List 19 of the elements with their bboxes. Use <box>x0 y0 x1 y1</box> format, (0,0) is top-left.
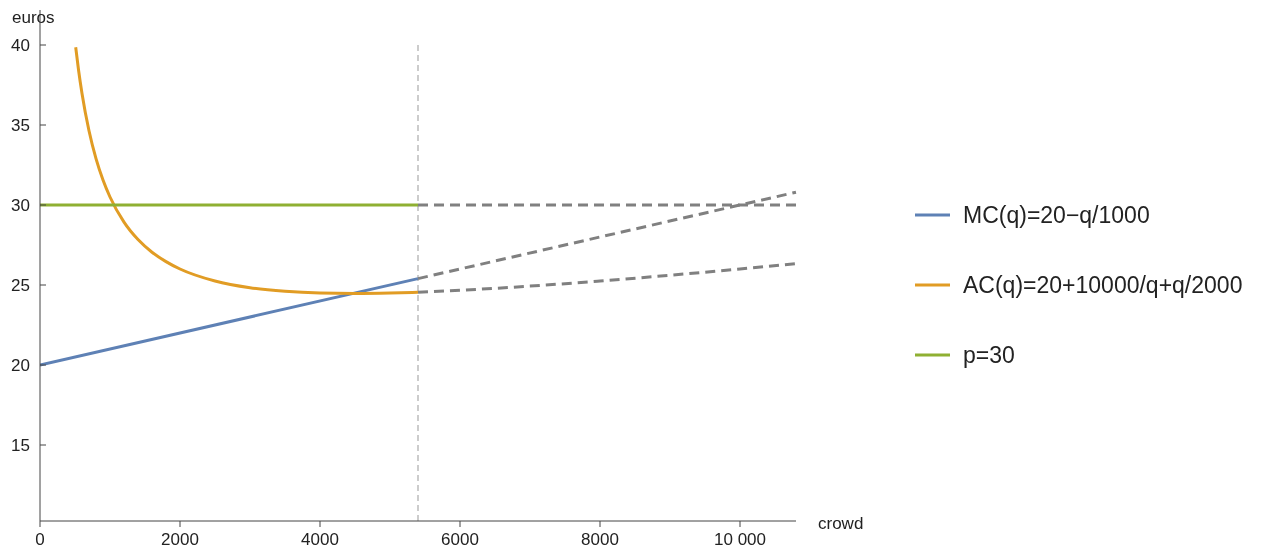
legend-label: MC(q)=20−q/1000 <box>963 202 1150 228</box>
line-series <box>74 45 420 295</box>
x-tick-label: 10 000 <box>714 530 766 549</box>
y-axis-title: euros <box>12 8 55 27</box>
y-tick-label: 20 <box>11 356 30 375</box>
x-tick-label: 0 <box>35 530 45 549</box>
y-tick-label: 30 <box>11 196 30 215</box>
y-tick-label: 15 <box>11 436 30 455</box>
y-tick-label: 35 <box>11 116 30 135</box>
y-tick-label: 40 <box>11 36 30 55</box>
x-tick-label: 2000 <box>161 530 199 549</box>
x-tick-label: 4000 <box>301 530 339 549</box>
line-series <box>416 262 798 294</box>
legend-label: p=30 <box>963 342 1015 368</box>
x-tick-label: 8000 <box>581 530 619 549</box>
y-tick-label: 25 <box>11 276 30 295</box>
x-tick-label: 6000 <box>441 530 479 549</box>
x-axis-title: crowd <box>818 514 864 533</box>
legend-label: AC(q)=20+10000/q+q/2000 <box>963 272 1243 298</box>
